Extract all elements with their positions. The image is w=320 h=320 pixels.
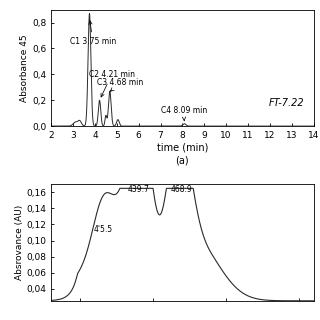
Text: 468.9: 468.9 <box>171 185 193 194</box>
Y-axis label: Absorbance 45: Absorbance 45 <box>20 34 29 102</box>
Text: C2 4.21 min: C2 4.21 min <box>89 70 135 97</box>
Text: 4'5.5: 4'5.5 <box>93 225 113 234</box>
Text: C4 8.09 min: C4 8.09 min <box>161 106 207 121</box>
Text: 439.7: 439.7 <box>127 185 149 194</box>
Text: C1 3.75 min: C1 3.75 min <box>70 21 116 46</box>
Text: (a): (a) <box>176 155 189 165</box>
Y-axis label: Absrovance (AU): Absrovance (AU) <box>15 205 24 280</box>
X-axis label: time (min): time (min) <box>157 143 208 153</box>
Text: FT-7.22: FT-7.22 <box>269 98 305 108</box>
Text: C3 4.68 min: C3 4.68 min <box>97 78 143 91</box>
